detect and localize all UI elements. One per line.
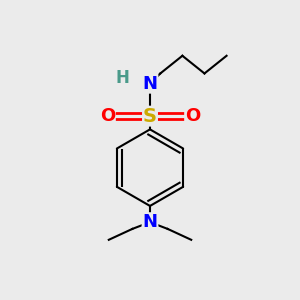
Text: O: O [185, 107, 200, 125]
Text: N: N [142, 75, 158, 93]
Text: O: O [100, 107, 115, 125]
Text: S: S [143, 106, 157, 126]
Text: N: N [142, 213, 158, 231]
Text: H: H [115, 69, 129, 87]
